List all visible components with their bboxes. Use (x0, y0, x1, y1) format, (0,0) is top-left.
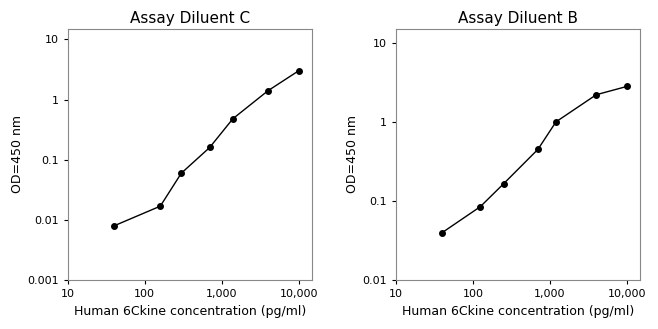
Y-axis label: OD=450 nm: OD=450 nm (11, 115, 24, 193)
Title: Assay Diluent B: Assay Diluent B (458, 11, 578, 26)
X-axis label: Human 6Ckine concentration (pg/ml): Human 6Ckine concentration (pg/ml) (74, 305, 306, 318)
X-axis label: Human 6Ckine concentration (pg/ml): Human 6Ckine concentration (pg/ml) (402, 305, 634, 318)
Y-axis label: OD=450 nm: OD=450 nm (346, 115, 359, 193)
Title: Assay Diluent C: Assay Diluent C (130, 11, 250, 26)
